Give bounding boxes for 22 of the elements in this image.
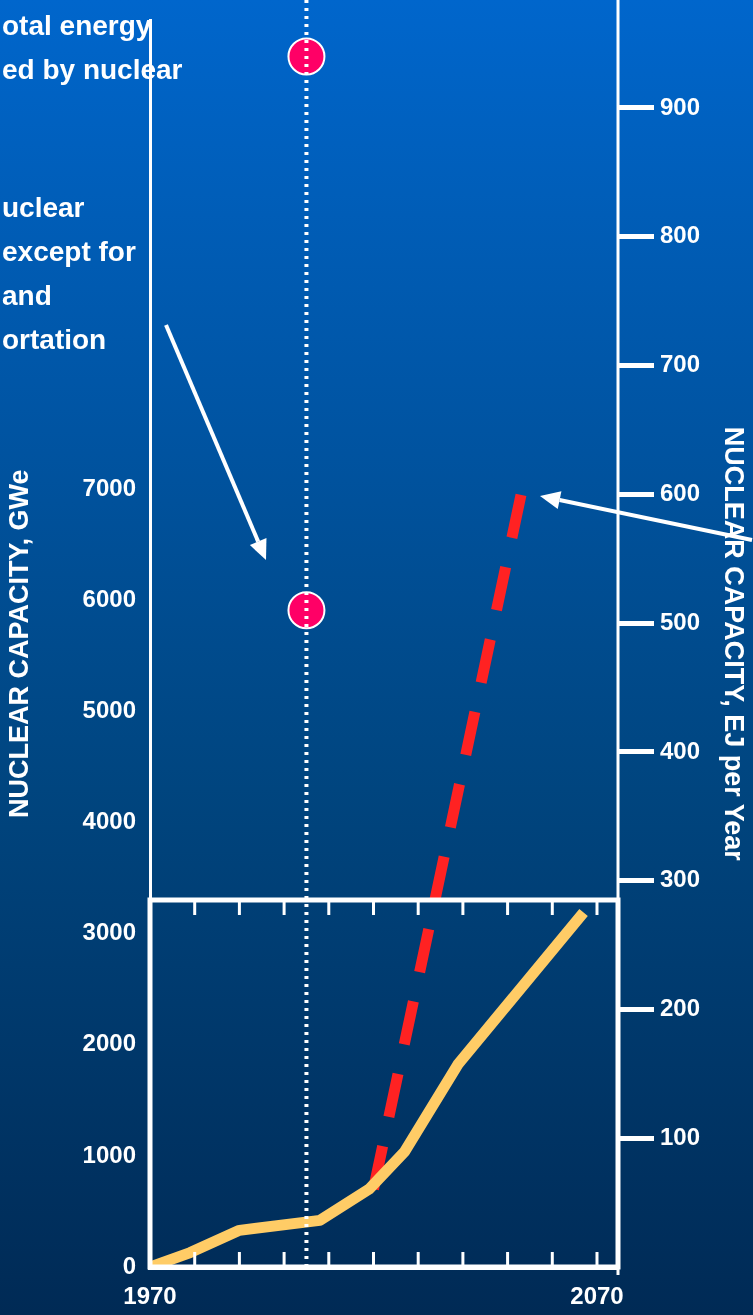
y2-tick-label: 200 xyxy=(660,994,701,1022)
y2-tick-label: 600 xyxy=(660,478,701,506)
y-tick-label: 3000 xyxy=(82,918,136,946)
y-tick-label: 7000 xyxy=(82,473,136,501)
y-tick-label: 2000 xyxy=(82,1029,136,1057)
x-tick-label: 2070 xyxy=(570,1282,624,1310)
y-tick-label: 6000 xyxy=(82,584,136,612)
x-tick-label: 1970 xyxy=(123,1282,177,1310)
y-tick-label: 0 xyxy=(122,1251,136,1279)
text: uclear except for and ortation xyxy=(2,191,136,357)
y2-tick-label: 700 xyxy=(660,350,701,378)
y-axis-title: NUCLEAR CAPACITY, GWe xyxy=(3,469,34,818)
y2-tick-label: 400 xyxy=(660,736,701,764)
y-tick-label: 1000 xyxy=(82,1140,136,1168)
y2-tick-label: 100 xyxy=(660,1122,701,1150)
y2-axis-title: NUCLEAR CAPACITY, EJ per Year xyxy=(719,426,750,862)
y2-tick-label: 500 xyxy=(660,607,701,635)
y-tick-label: 5000 xyxy=(82,696,136,724)
y2-tick-label: 800 xyxy=(660,221,701,249)
y-tick-label: 4000 xyxy=(82,807,136,835)
y2-tick-label: 300 xyxy=(660,865,701,893)
y2-tick-label: 900 xyxy=(660,92,701,120)
